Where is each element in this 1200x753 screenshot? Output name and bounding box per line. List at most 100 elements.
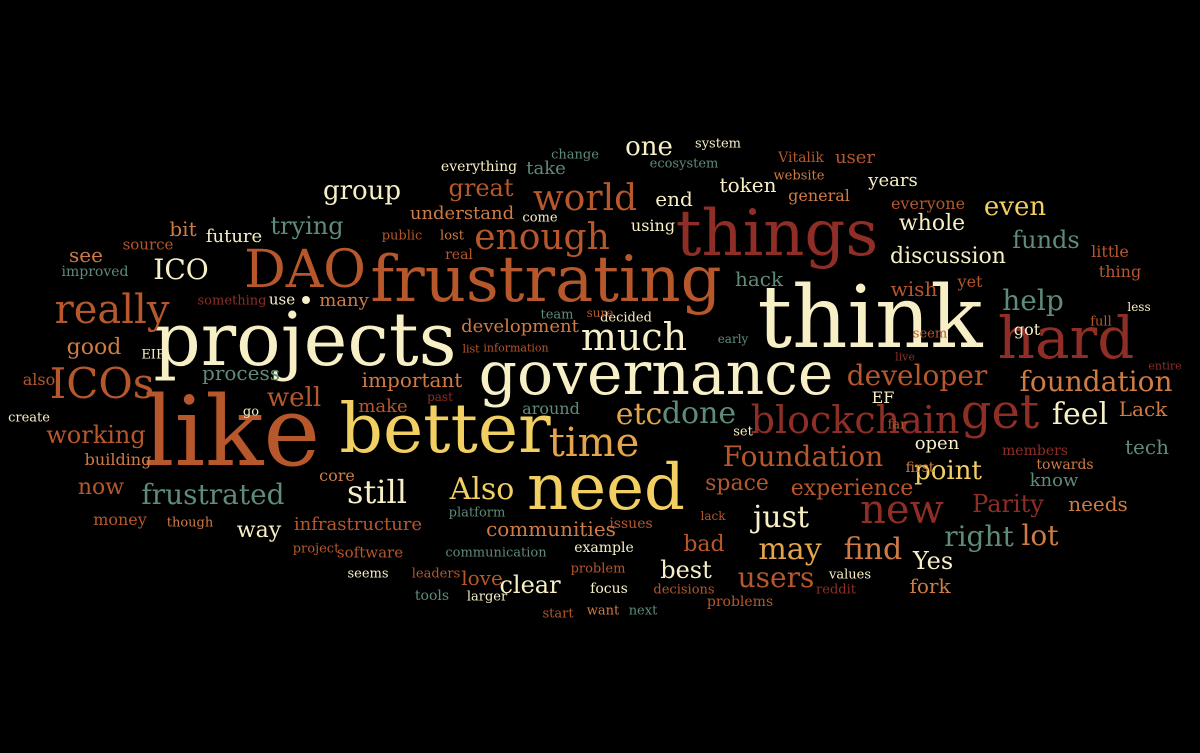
cloud-word: system xyxy=(695,136,741,152)
cloud-word: communication xyxy=(445,545,547,561)
cloud-word: governance xyxy=(478,339,834,409)
cloud-word: frustrated xyxy=(141,478,285,511)
cloud-word: general xyxy=(788,186,850,205)
cloud-word: decisions xyxy=(653,582,715,598)
cloud-word: world xyxy=(532,178,638,219)
cloud-word: lot xyxy=(1021,519,1059,552)
cloud-word: space xyxy=(705,471,769,496)
cloud-word: issues xyxy=(609,516,653,532)
cloud-word: project xyxy=(292,541,340,557)
cloud-word: point xyxy=(914,456,982,486)
cloud-word: real xyxy=(445,247,473,263)
cloud-word: future xyxy=(205,226,263,247)
cloud-word: public xyxy=(381,228,423,244)
cloud-word: help xyxy=(1002,284,1064,317)
cloud-word: communities xyxy=(486,517,616,541)
cloud-word: end xyxy=(655,187,693,211)
cloud-word: decided xyxy=(600,310,652,326)
cloud-word: hard xyxy=(997,304,1135,372)
cloud-word: change xyxy=(551,147,599,163)
cloud-word: leaders xyxy=(411,566,461,582)
cloud-word: now xyxy=(77,475,125,500)
cloud-word: things xyxy=(675,197,879,271)
cloud-word: think xyxy=(757,268,983,368)
cloud-word: years xyxy=(868,170,918,191)
cloud-word: many xyxy=(319,290,369,311)
cloud-word: may xyxy=(758,532,822,567)
cloud-word: less xyxy=(1127,300,1151,314)
cloud-word: foundation xyxy=(1019,365,1173,398)
cloud-word: open xyxy=(914,433,960,454)
cloud-word: clear xyxy=(499,571,561,599)
cloud-word: fork xyxy=(909,574,951,598)
cloud-word: Also xyxy=(449,472,515,507)
cloud-word: platform xyxy=(448,505,506,521)
cloud-word: values xyxy=(829,567,871,583)
cloud-word: using xyxy=(630,216,676,235)
cloud-word: experience xyxy=(790,476,914,501)
decorative-dot xyxy=(302,296,310,304)
cloud-word: tools xyxy=(414,588,450,604)
cloud-word: bad xyxy=(683,532,725,557)
cloud-word: time xyxy=(548,420,640,466)
cloud-word: working xyxy=(46,421,146,449)
cloud-word: like xyxy=(143,376,321,488)
cloud-word: Parity xyxy=(972,490,1044,518)
cloud-word: towards xyxy=(1036,457,1094,473)
cloud-word: love xyxy=(461,566,503,590)
cloud-word: good xyxy=(66,335,122,360)
cloud-word: developer xyxy=(846,359,988,392)
cloud-word: enough xyxy=(474,217,610,258)
cloud-word: bit xyxy=(169,217,197,241)
cloud-word: frustrating xyxy=(370,243,722,317)
cloud-word: live xyxy=(895,350,915,364)
cloud-word: list xyxy=(462,342,480,356)
cloud-word: got xyxy=(1013,320,1041,339)
cloud-word: use xyxy=(268,290,296,309)
cloud-word: website xyxy=(773,168,825,184)
cloud-word: much xyxy=(580,315,688,359)
cloud-word: example xyxy=(574,540,634,556)
cloud-word: sure xyxy=(586,306,614,320)
cloud-word: whole xyxy=(898,211,966,236)
cloud-word: improved xyxy=(61,264,129,280)
cloud-word: new xyxy=(860,487,944,533)
cloud-word: members xyxy=(1002,443,1068,459)
cloud-word: group xyxy=(322,176,402,206)
cloud-word: around xyxy=(522,399,580,418)
cloud-word: also xyxy=(22,370,56,389)
cloud-word: feel xyxy=(1051,397,1109,432)
cloud-word: Vitalik xyxy=(778,150,824,166)
cloud-word: token xyxy=(719,173,777,197)
cloud-word: come xyxy=(522,210,558,226)
cloud-word: even xyxy=(983,192,1047,222)
cloud-word: start xyxy=(542,606,574,622)
cloud-word: trying xyxy=(270,212,344,240)
cloud-word: wish xyxy=(890,277,938,301)
cloud-word: really xyxy=(54,287,170,333)
cloud-word: problem xyxy=(570,561,626,577)
cloud-word: create xyxy=(8,410,50,426)
cloud-word: seems xyxy=(347,566,389,582)
cloud-word: everything xyxy=(440,159,518,175)
cloud-word: hack xyxy=(734,267,784,291)
cloud-word: one xyxy=(625,132,673,162)
cloud-word: team xyxy=(540,307,574,323)
cloud-word: DAO xyxy=(244,240,366,300)
cloud-word: want xyxy=(586,603,620,619)
cloud-word: everyone xyxy=(890,194,966,213)
cloud-word: process xyxy=(202,361,280,385)
cloud-word: money xyxy=(93,510,147,529)
cloud-word: yet xyxy=(957,272,983,291)
cloud-word: problems xyxy=(706,594,774,610)
cloud-word: focus xyxy=(590,581,628,597)
cloud-word: EF xyxy=(871,388,895,407)
cloud-word: well xyxy=(266,383,322,413)
cloud-word: reddit xyxy=(816,582,856,598)
cloud-word: development xyxy=(461,316,579,337)
cloud-word: past xyxy=(427,390,453,404)
cloud-word: go xyxy=(242,404,260,420)
cloud-word: early xyxy=(717,332,749,346)
cloud-word: funds xyxy=(1012,226,1080,254)
cloud-word: still xyxy=(347,473,407,511)
